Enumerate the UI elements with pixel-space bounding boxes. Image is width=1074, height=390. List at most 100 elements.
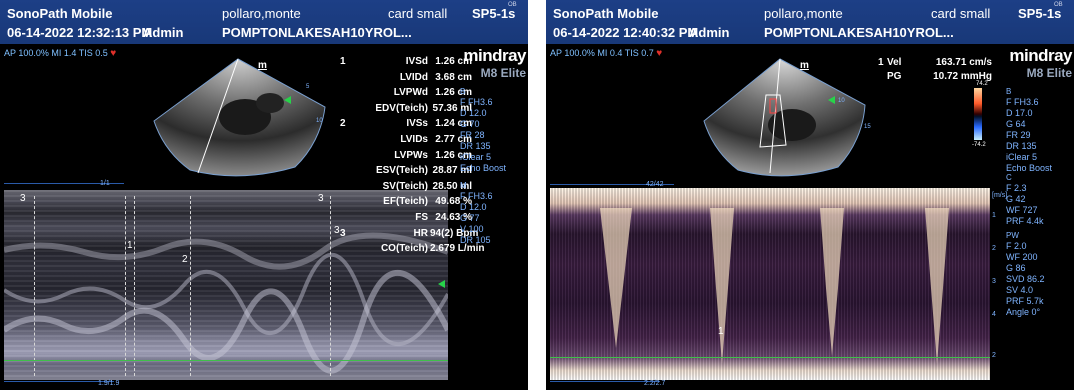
measurement-label: HR	[413, 227, 428, 239]
logo-brand: mindray	[463, 46, 526, 65]
param-item: DR 105	[460, 235, 491, 245]
param-header: B	[460, 87, 466, 96]
exam-type: card small	[931, 6, 991, 21]
param-item: G 70	[460, 119, 480, 129]
bottom-scale-label: 2.2/2.7	[644, 380, 666, 387]
heart-icon: ♥	[656, 48, 663, 59]
measurement-label: EF(Teich)	[383, 196, 428, 208]
measurement-value: 57.36 ml	[432, 102, 472, 114]
mindray-logo: mindray M8 Elite	[448, 46, 528, 80]
marker-3-lower: 3	[334, 225, 340, 236]
measurement-row: LVIDs 2.77 cm	[340, 134, 472, 150]
param-item: PRF 5.7k	[1006, 296, 1044, 306]
param-item: Echo Boost	[1006, 163, 1053, 173]
measurement-value: 1.24 cm	[435, 118, 472, 130]
acoustic-power-line: AP 100.0% MI 0.4 TIS 0.7 ♥	[550, 48, 662, 59]
depth-mark-15: 15	[864, 124, 871, 130]
measurement-value: 3.68 cm	[435, 71, 472, 83]
measurement-value: 28.87 ml	[432, 165, 472, 177]
measurement-label: LVIDd	[399, 71, 428, 83]
param-item: FR 28	[460, 130, 485, 140]
caliper-line-3	[34, 196, 35, 376]
measurement-label: SV(Teich)	[382, 180, 428, 192]
param-item: D 17.0	[1006, 108, 1033, 118]
param-header: C	[1006, 173, 1012, 182]
m-mode-screen: SonoPath Mobile pollaro,monte card small…	[0, 0, 528, 390]
param-item: V 100	[460, 224, 484, 234]
patient-name: pollaro,monte	[764, 6, 843, 21]
b-mode-sector	[153, 58, 326, 177]
measurement-label: LVIDs	[400, 133, 428, 145]
bottom-scale-label: 1.9/1.9	[98, 380, 120, 387]
b-mode-sector	[703, 58, 866, 177]
param-item: F FH3.6	[1006, 97, 1039, 107]
measurement-number: 2	[340, 118, 346, 130]
param-header: PW	[1006, 231, 1019, 240]
m-mode-arrow-icon	[438, 280, 445, 288]
velocity-value: 163.71 cm/s	[935, 57, 992, 68]
probe-name: SP5-1s	[472, 6, 516, 21]
param-item: Echo Boost	[460, 163, 507, 173]
date-time: 06-14-2022 12:32:13 PM	[7, 25, 153, 40]
measurement-row: FS 24.63 %	[340, 212, 472, 228]
color-scale-bar	[974, 88, 982, 140]
pw-doppler-spectrum	[550, 188, 990, 380]
probe-sub: OB	[1054, 2, 1063, 8]
velocity-tick: 1	[992, 212, 996, 219]
measurement-row: EDV(Teich) 57.36 ml	[340, 103, 472, 119]
param-item: F FH3.6	[460, 97, 493, 107]
measurement-value: 2.679 L/min	[430, 243, 485, 255]
depth-mark-10: 10	[316, 118, 323, 124]
measurement-row: LVPWs 1.26 cm	[340, 150, 472, 166]
top-scale-bar	[550, 184, 674, 190]
velocity-tick: 4	[992, 311, 996, 318]
param-item: PRF 4.4k	[1006, 216, 1044, 226]
measurement-label: LVPWs	[394, 149, 428, 161]
measurement-value: 1.26 cm	[435, 87, 472, 99]
logo-model: M8 Elite	[1026, 66, 1072, 80]
measurement-value: 49.68 %	[435, 196, 472, 208]
sector-label: m	[258, 60, 267, 71]
top-scale-label: 1/1	[100, 180, 110, 187]
measurement-number: 3	[340, 227, 346, 239]
param-item: G 86	[1006, 263, 1026, 273]
measurement-row: LVIDd 3.68 cm	[340, 72, 472, 88]
measurement-label: IVSd	[405, 56, 428, 67]
facility: POMPTONLAKESAH10YROL...	[764, 25, 954, 40]
param-item: DR 135	[460, 141, 491, 151]
logo-brand: mindray	[1009, 46, 1072, 65]
marker-3-left: 3	[20, 193, 26, 204]
param-item: F 2.0	[1006, 241, 1027, 251]
title-bar: SonoPath Mobile pollaro,monte card small…	[546, 0, 1074, 44]
probe-name: SP5-1s	[1018, 6, 1062, 21]
marker-3-right: 3	[318, 193, 324, 204]
caliper-line-1a	[125, 196, 126, 376]
measurement-row: 3 HR 94(2) Bpm	[340, 227, 478, 244]
acoustic-values: AP 100.0% MI 0.4 TIS 0.7	[550, 48, 654, 58]
param-item: Angle 0°	[1006, 307, 1041, 317]
measurement-value: 28.50 ml	[432, 180, 472, 192]
caliper-line-2	[190, 196, 191, 376]
ecg-baseline	[4, 360, 448, 361]
measurement-label: ESV(Teich)	[375, 165, 428, 177]
param-item: G 42	[1006, 194, 1026, 204]
measurement-label: EDV(Teich)	[375, 102, 428, 114]
velocity-row: 1 Vel 163.71 cm/s	[878, 57, 992, 71]
exam-type: card small	[388, 6, 448, 21]
heart-icon: ♥	[110, 48, 117, 59]
measurement-table: 1 IVSd 1.26 cm LVIDd 3.68 cm LVPWd 1.26 cm EDV(…	[340, 56, 485, 259]
velocity-value: 10.72 mmHg	[933, 71, 992, 82]
measurement-value: 1.26 cm	[435, 149, 472, 161]
param-item: WF 727	[1006, 205, 1038, 215]
param-item: SV 4.0	[1006, 285, 1034, 295]
color-scale-top: 74.2	[976, 81, 988, 87]
velocity-tick: 2	[992, 352, 996, 359]
param-item: G 64	[1006, 119, 1026, 129]
marker-1: 1	[127, 240, 133, 251]
measurement-number: 1	[340, 56, 346, 67]
operator: Admin	[689, 25, 730, 40]
param-item: F FH3.6	[460, 191, 493, 201]
measurement-row: 1 IVSd 1.26 cm	[340, 56, 472, 72]
